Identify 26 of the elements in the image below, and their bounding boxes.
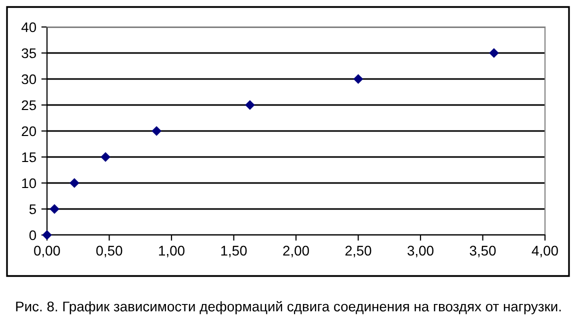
x-tick-label: 2,00 (283, 246, 309, 258)
y-tick-label: 10 (22, 178, 36, 188)
y-tick-label: 15 (22, 152, 36, 162)
point (70, 178, 80, 188)
x-tick-label: 2,50 (345, 246, 372, 258)
y-tick-label: 0 (29, 230, 36, 240)
x-tick-label: 1,00 (159, 246, 184, 258)
point (245, 100, 255, 110)
x-tick-label: 0,50 (96, 246, 122, 258)
point (489, 48, 499, 58)
y-tick-label: 25 (22, 100, 36, 110)
x-tick-label: 4,00 (532, 246, 558, 258)
y-tick-label: 5 (29, 204, 36, 214)
x-tick-label: 3,50 (470, 246, 496, 258)
point (100, 152, 110, 162)
y-tick-label: 35 (22, 48, 36, 58)
x-tick-label: 1,50 (221, 246, 247, 258)
point (354, 74, 363, 84)
y-tick-label: 20 (22, 126, 36, 136)
text: Рис. 8. График зависимости деформаций сдвига соединения на гвоздях от нагрузки. (16, 301, 561, 314)
point (50, 204, 60, 214)
y-tick-label: 40 (21, 22, 36, 32)
x-tick-label: 3,00 (408, 246, 434, 258)
point (152, 126, 162, 136)
x-tick-label: 0,00 (34, 246, 60, 258)
y-tick-label: 30 (22, 74, 36, 84)
